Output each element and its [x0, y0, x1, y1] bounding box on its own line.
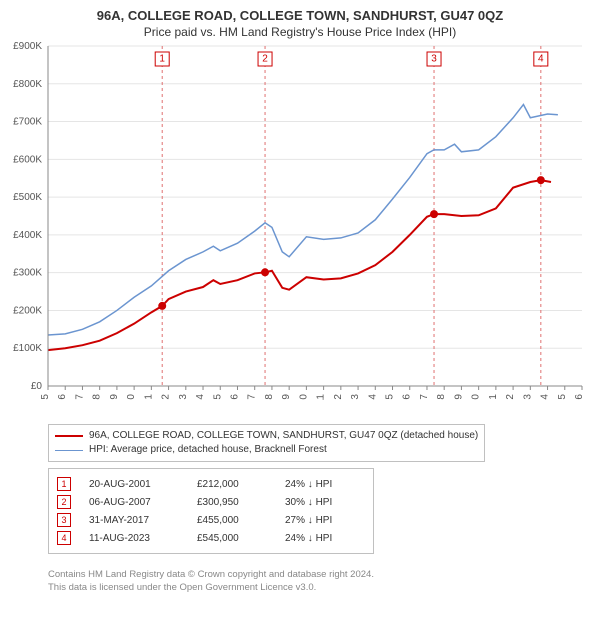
svg-text:1999: 1999 — [109, 394, 120, 400]
row-index: 4 — [57, 531, 71, 545]
page: 96A, COLLEGE ROAD, COLLEGE TOWN, SANDHUR… — [0, 0, 600, 620]
row-index: 1 — [57, 477, 71, 491]
svg-text:2005: 2005 — [212, 394, 223, 400]
row-price: 11-AUG-2023 — [89, 533, 179, 544]
svg-text:1: 1 — [159, 54, 165, 65]
table-row: 411-AUG-2023£545,00024% ↓ HPI — [57, 529, 365, 547]
svg-text:2010: 2010 — [298, 394, 309, 400]
svg-text:2019: 2019 — [453, 394, 464, 400]
svg-text:2001: 2001 — [143, 394, 154, 400]
svg-text:2012: 2012 — [333, 394, 344, 400]
svg-text:2000: 2000 — [126, 394, 137, 400]
svg-text:1995: 1995 — [40, 394, 51, 400]
svg-text:2013: 2013 — [350, 394, 361, 400]
svg-text:1996: 1996 — [57, 394, 68, 400]
sales-table: 120-AUG-2001£212,00024% ↓ HPI206-AUG-200… — [48, 468, 374, 554]
svg-text:2024: 2024 — [540, 394, 551, 400]
row-diff: 24% ↓ HPI — [285, 533, 365, 544]
svg-text:2006: 2006 — [229, 394, 240, 400]
svg-text:£700K: £700K — [13, 117, 42, 128]
svg-text:2017: 2017 — [419, 394, 430, 400]
svg-text:2014: 2014 — [367, 394, 378, 400]
legend-row: 96A, COLLEGE ROAD, COLLEGE TOWN, SANDHUR… — [55, 429, 478, 443]
svg-text:£600K: £600K — [13, 154, 42, 165]
legend: 96A, COLLEGE ROAD, COLLEGE TOWN, SANDHUR… — [48, 424, 485, 462]
svg-text:1998: 1998 — [92, 394, 103, 400]
svg-text:2026: 2026 — [574, 394, 585, 400]
row-index: 3 — [57, 513, 71, 527]
sale-point-4 — [537, 176, 545, 184]
svg-text:2: 2 — [262, 54, 268, 65]
footer-line2: This data is licensed under the Open Gov… — [48, 581, 374, 594]
svg-text:£0: £0 — [31, 381, 43, 392]
row-index: 2 — [57, 495, 71, 509]
footer: Contains HM Land Registry data © Crown c… — [48, 568, 374, 594]
svg-text:2009: 2009 — [281, 394, 292, 400]
legend-swatch — [55, 450, 83, 451]
legend-text: 96A, COLLEGE ROAD, COLLEGE TOWN, SANDHUR… — [89, 429, 478, 443]
row-diff: 30% ↓ HPI — [285, 497, 365, 508]
row-price: 06-AUG-2007 — [89, 497, 179, 508]
svg-text:2004: 2004 — [195, 394, 206, 400]
svg-text:2016: 2016 — [402, 394, 413, 400]
sale-point-2 — [261, 268, 269, 276]
svg-text:2007: 2007 — [247, 394, 258, 400]
sale-point-1 — [158, 302, 166, 310]
svg-text:£500K: £500K — [13, 192, 42, 203]
footer-line1: Contains HM Land Registry data © Crown c… — [48, 568, 374, 581]
svg-text:£200K: £200K — [13, 305, 42, 316]
svg-text:4: 4 — [538, 54, 544, 65]
svg-text:2023: 2023 — [522, 394, 533, 400]
table-row: 331-MAY-2017£455,00027% ↓ HPI — [57, 511, 365, 529]
svg-text:2018: 2018 — [436, 394, 447, 400]
chart-svg: £0 £100K £200K £300K £400K £500K £600K £700K £80… — [0, 0, 600, 400]
svg-text:2008: 2008 — [264, 394, 275, 400]
row-diff: 27% ↓ HPI — [285, 515, 365, 526]
svg-text:2025: 2025 — [557, 394, 568, 400]
svg-text:£900K: £900K — [13, 41, 42, 52]
svg-text:£300K: £300K — [13, 268, 42, 279]
svg-text:2003: 2003 — [178, 394, 189, 400]
svg-text:£400K: £400K — [13, 230, 42, 241]
svg-text:3: 3 — [431, 54, 437, 65]
legend-text: HPI: Average price, detached house, Brac… — [89, 443, 327, 457]
legend-swatch — [55, 435, 83, 437]
svg-text:2011: 2011 — [316, 394, 327, 400]
table-row: 206-AUG-2007£300,95030% ↓ HPI — [57, 493, 365, 511]
svg-text:£800K: £800K — [13, 79, 42, 90]
svg-text:2022: 2022 — [505, 394, 516, 400]
row-price: 31-MAY-2017 — [89, 515, 179, 526]
svg-text:2002: 2002 — [161, 394, 172, 400]
row-price: 20-AUG-2001 — [89, 479, 179, 490]
svg-text:2021: 2021 — [488, 394, 499, 400]
svg-text:1997: 1997 — [74, 394, 85, 400]
table-row: 120-AUG-2001£212,00024% ↓ HPI — [57, 475, 365, 493]
row-diff: 24% ↓ HPI — [285, 479, 365, 490]
svg-text:2015: 2015 — [385, 394, 396, 400]
legend-row: HPI: Average price, detached house, Brac… — [55, 443, 478, 457]
svg-text:£100K: £100K — [13, 343, 42, 354]
sale-point-3 — [430, 210, 438, 218]
svg-text:2020: 2020 — [471, 394, 482, 400]
